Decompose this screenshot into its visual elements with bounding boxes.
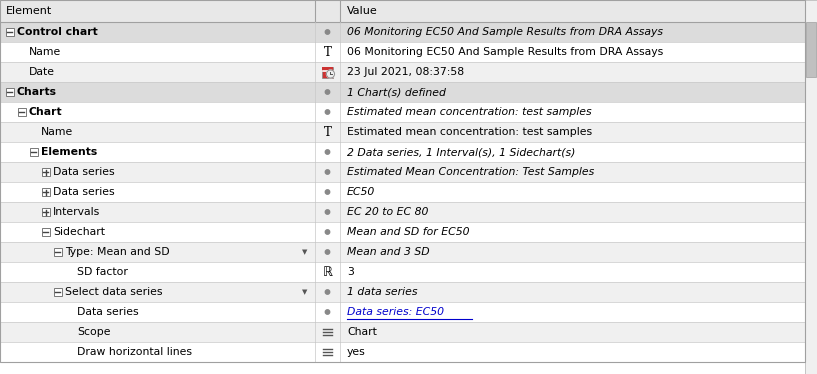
Bar [42,208,50,216]
Bar [0,162,805,182]
Bar [0,242,805,262]
Circle shape [325,90,330,94]
Bar [0,22,805,42]
Circle shape [325,230,330,234]
Bar [0,122,805,142]
Bar [6,88,14,96]
Text: EC50: EC50 [347,187,375,197]
Text: Sidechart: Sidechart [53,227,105,237]
Text: Elements: Elements [41,147,97,157]
Text: Intervals: Intervals [53,207,100,217]
Text: Control chart: Control chart [17,27,98,37]
Bar [0,282,805,302]
Bar [0,262,805,282]
Text: Draw horizontal lines: Draw horizontal lines [77,347,192,357]
Bar [0,302,805,322]
Bar [0,182,805,202]
Bar [0,82,805,102]
Text: Scope: Scope [77,327,110,337]
Text: 06 Monitoring EC50 And Sample Results from DRA Assays: 06 Monitoring EC50 And Sample Results fr… [347,27,663,37]
Text: Element: Element [6,6,52,16]
Bar [0,42,805,62]
Circle shape [325,190,330,194]
Text: Data series: Data series [53,187,114,197]
Bar [54,288,62,296]
Bar [54,248,62,256]
Bar [0,0,805,22]
Text: Select data series: Select data series [65,287,163,297]
Circle shape [325,250,330,254]
Bar [18,108,26,116]
Text: Value: Value [347,6,377,16]
Bar [6,28,14,36]
Text: Estimated Mean Concentration: Test Samples: Estimated Mean Concentration: Test Sampl… [347,167,594,177]
Bar [0,62,805,82]
Bar [42,228,50,236]
Circle shape [325,290,330,294]
Text: EC 20 to EC 80: EC 20 to EC 80 [347,207,428,217]
Text: Data series: EC50: Data series: EC50 [347,307,444,317]
Text: T: T [324,126,332,138]
Text: Date: Date [29,67,55,77]
Bar [0,342,805,362]
Text: T: T [324,46,332,58]
Text: Mean and 3 SD: Mean and 3 SD [347,247,430,257]
Text: Data series: Data series [77,307,139,317]
Circle shape [325,30,330,34]
Circle shape [325,170,330,174]
Text: Chart: Chart [29,107,63,117]
Text: 2 Data series, 1 Interval(s), 1 Sidechart(s): 2 Data series, 1 Interval(s), 1 Sidechar… [347,147,575,157]
Bar [0,202,805,222]
Bar [322,67,333,77]
Text: ▼: ▼ [302,249,308,255]
Text: SD factor: SD factor [77,267,128,277]
Bar [805,0,817,374]
Text: yes: yes [347,347,366,357]
Circle shape [325,210,330,214]
Circle shape [327,70,334,78]
Circle shape [325,110,330,114]
Bar [42,188,50,196]
Text: Mean and SD for EC50: Mean and SD for EC50 [347,227,470,237]
Text: 1 data series: 1 data series [347,287,417,297]
Bar [322,67,333,71]
Text: Data series: Data series [53,167,114,177]
Bar [0,102,805,122]
Circle shape [327,70,334,78]
Circle shape [325,150,330,154]
Text: Name: Name [41,127,74,137]
Text: Name: Name [29,47,61,57]
Text: 1 Chart(s) defined: 1 Chart(s) defined [347,87,446,97]
Text: Type: Mean and SD: Type: Mean and SD [65,247,170,257]
Bar [0,222,805,242]
Bar [0,142,805,162]
Text: ℝ: ℝ [323,266,333,279]
Bar [0,322,805,342]
Bar [30,148,38,156]
Text: 23 Jul 2021, 08:37:58: 23 Jul 2021, 08:37:58 [347,67,464,77]
Text: Chart: Chart [347,327,377,337]
Bar [806,22,816,77]
Text: 3: 3 [347,267,354,277]
Text: Estimated mean concentration: test samples: Estimated mean concentration: test sampl… [347,107,592,117]
Text: Charts: Charts [17,87,57,97]
Text: Estimated mean concentration: test samples: Estimated mean concentration: test sampl… [347,127,592,137]
Bar [42,168,50,176]
Text: 06 Monitoring EC50 And Sample Results from DRA Assays: 06 Monitoring EC50 And Sample Results fr… [347,47,663,57]
Circle shape [325,310,330,314]
Text: ▼: ▼ [302,289,308,295]
